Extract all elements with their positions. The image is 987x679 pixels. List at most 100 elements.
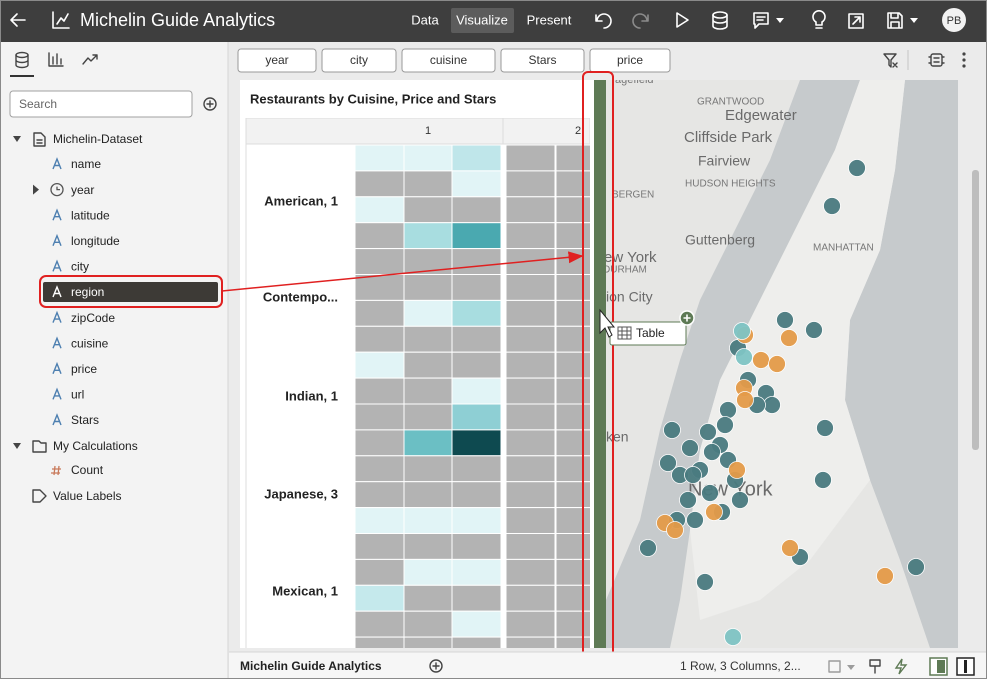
heatmap-cell: [555, 144, 590, 172]
heatmap-cell: [354, 584, 405, 612]
active-tab-underline: [10, 75, 34, 77]
filter-chip-label: price: [617, 53, 643, 67]
heatmap-cell: [354, 222, 405, 250]
heatmap-cell: [451, 274, 502, 301]
field[interactable]: longitude: [71, 234, 120, 248]
canvas-tab[interactable]: Michelin Guide Analytics: [240, 659, 382, 673]
map-label: HUDSON HEIGHTS: [685, 179, 776, 190]
heatmap-cell: [403, 584, 453, 612]
analytics-tab[interactable]: [82, 54, 98, 65]
filter-chip[interactable]: [321, 48, 397, 73]
heatmap-cell: [354, 274, 405, 301]
visualizations-tab[interactable]: [48, 52, 64, 67]
value-labels[interactable]: Value Labels: [53, 489, 122, 503]
field[interactable]: Stars: [71, 413, 99, 427]
auto-apply-button[interactable]: [894, 658, 908, 675]
tab-present[interactable]: Present: [527, 12, 572, 27]
data-tab[interactable]: [15, 51, 29, 69]
heatmap-cell: [505, 584, 556, 612]
heatmap-cell: [403, 455, 453, 483]
heatmap-cell: [451, 507, 502, 535]
drag-tooltip-label: Table: [636, 326, 665, 340]
field[interactable]: latitude: [71, 208, 110, 222]
add-canvas-button[interactable]: [429, 659, 443, 673]
heatmap-cell: [354, 636, 405, 648]
grammar-button[interactable]: [928, 53, 945, 67]
map-point: [816, 419, 834, 437]
narrate-button[interactable]: [753, 12, 784, 29]
map-point: [696, 573, 714, 591]
more-button[interactable]: [962, 52, 966, 68]
scrollbar[interactable]: [972, 170, 979, 450]
heatmap-cell: [354, 248, 405, 276]
heatmap-cell: [403, 170, 453, 198]
preview-button[interactable]: [676, 12, 689, 28]
filter-chip[interactable]: [500, 48, 585, 73]
calculation-item[interactable]: Count: [71, 463, 104, 477]
filter-chip[interactable]: [401, 48, 496, 73]
heatmap-cell: [451, 222, 502, 250]
attribute-icon: [52, 208, 62, 221]
heatmap-cell: [451, 455, 502, 483]
field[interactable]: cuisine: [71, 336, 109, 350]
heatmap-cell: [555, 636, 590, 648]
redo-button[interactable]: [632, 13, 649, 29]
field[interactable]: city: [71, 260, 89, 274]
map-point: [763, 396, 781, 414]
selected-row: [43, 282, 218, 302]
filter-chip[interactable]: [589, 48, 671, 73]
map-point: [735, 348, 753, 366]
add-data-button[interactable]: [203, 97, 217, 111]
heatmap-cell: [505, 170, 556, 198]
heatmap-cell: [354, 558, 405, 586]
calculations-folder[interactable]: My Calculations: [53, 439, 138, 453]
undo-button[interactable]: [595, 13, 612, 29]
heatmap-cell: [354, 403, 405, 431]
field[interactable]: zipCode: [71, 311, 115, 325]
avatar[interactable]: [942, 8, 966, 32]
heatmap-cell: [505, 429, 556, 457]
heatmap-cell: [451, 429, 502, 457]
filter-chip[interactable]: [237, 48, 317, 73]
tab-data[interactable]: Data: [411, 12, 439, 27]
heatmap-cell: [451, 170, 502, 198]
visualization-title: Restaurants by Cuisine, Price and Stars: [250, 91, 496, 106]
brush-button[interactable]: [869, 659, 881, 674]
heatmap-cell: [555, 558, 590, 586]
heatmap-cell: [403, 533, 453, 560]
map-point: [666, 521, 684, 539]
layout-button[interactable]: [828, 660, 855, 673]
search-box[interactable]: [9, 90, 193, 118]
field[interactable]: year: [71, 183, 94, 197]
map-point: [823, 197, 841, 215]
insights-button[interactable]: [812, 10, 826, 29]
field[interactable]: region: [71, 285, 104, 299]
field[interactable]: url: [71, 388, 84, 402]
export-button[interactable]: [848, 13, 864, 29]
heatmap-cell: [555, 584, 590, 612]
column-header: 1: [425, 125, 431, 137]
attribute-icon: [52, 233, 62, 247]
heatmap-cell: [403, 274, 453, 301]
field[interactable]: price: [71, 362, 97, 376]
heatmap-cell: [555, 481, 590, 509]
tab-visualize[interactable]: Visualize: [456, 12, 508, 27]
filter-menu-button[interactable]: [883, 53, 898, 68]
data-button[interactable]: [712, 11, 728, 30]
heatmap-cell: [354, 481, 405, 509]
map-point: [752, 351, 770, 369]
attribute-icon: [52, 336, 62, 349]
drop-target-bar: [594, 80, 606, 648]
save-button[interactable]: [887, 12, 918, 29]
map-point: [736, 391, 754, 409]
hudson-river: [606, 80, 860, 648]
heatmap-cell: [505, 222, 556, 250]
heatmap-cell: [354, 377, 405, 405]
map-label: DURHAM: [603, 265, 647, 276]
back-button[interactable]: [10, 13, 26, 27]
dataset-name[interactable]: Michelin-Dataset: [53, 132, 143, 146]
map-point: [701, 484, 719, 502]
field[interactable]: name: [71, 157, 101, 171]
